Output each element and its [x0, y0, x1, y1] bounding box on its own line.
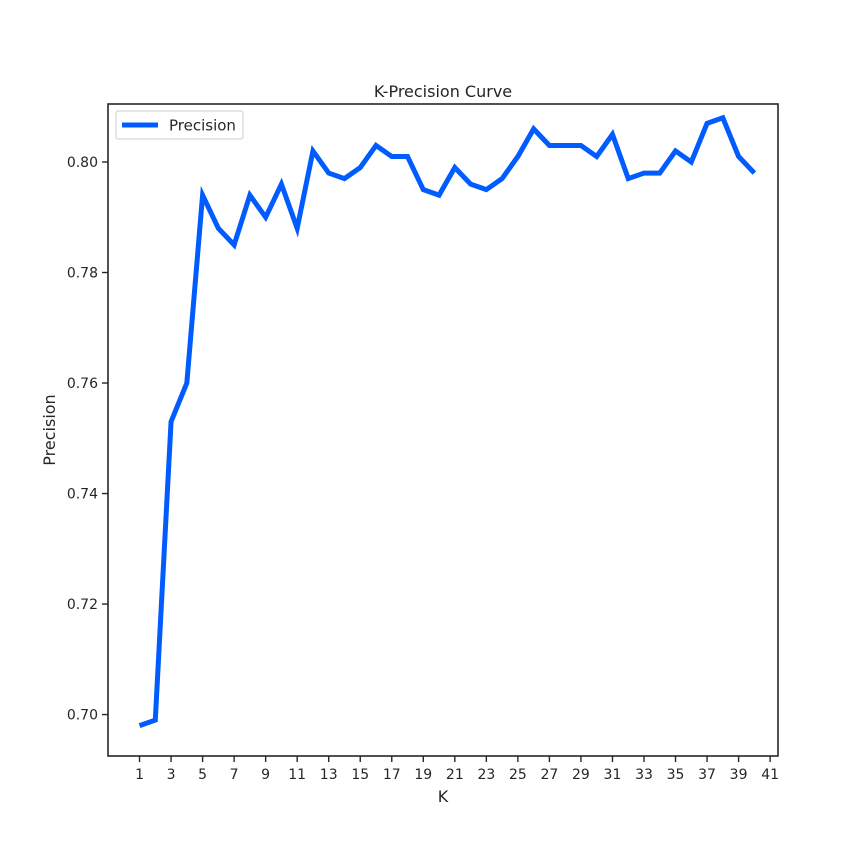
- y-tick-label: 0.76: [67, 376, 98, 392]
- x-tick-label: 9: [261, 767, 270, 783]
- y-tick-label: 0.70: [67, 708, 98, 724]
- x-tick-label: 25: [509, 767, 527, 783]
- axes-frame: [107, 103, 779, 757]
- x-tick-label: 11: [288, 767, 306, 783]
- y-tick-label: 0.78: [67, 266, 98, 282]
- x-tick-label: 21: [446, 767, 464, 783]
- legend-box: [115, 110, 244, 140]
- x-tick-label: 7: [230, 767, 239, 783]
- x-axis-label: K: [438, 787, 449, 806]
- x-tick-label: 3: [167, 767, 176, 783]
- x-tick-label: 23: [477, 767, 495, 783]
- x-tick-label: 13: [320, 767, 338, 783]
- series-line-precision: [138, 114, 757, 728]
- x-tick-label: 19: [414, 767, 432, 783]
- y-tick-label: 0.80: [67, 155, 98, 171]
- x-axis-ticks: 1 3 5 7 9 11 13 15 17 19 21 23 25 27 29 31 33 35 37 39 41: [135, 756, 779, 783]
- series-layer: [138, 114, 757, 728]
- plot-area: 1 3 5 7 9 11 13 15 17 19 21 23 25 27 29 31 33 35 37 39 41 0.…: [67, 103, 779, 783]
- x-tick-label: 15: [351, 767, 369, 783]
- legend: Precision: [115, 110, 244, 140]
- y-tick-label: 0.72: [67, 597, 98, 613]
- x-tick-label: 5: [198, 767, 207, 783]
- x-tick-label: 41: [761, 767, 779, 783]
- x-tick-label: 27: [540, 767, 558, 783]
- chart-title: K-Precision Curve: [374, 82, 512, 101]
- x-tick-label: 33: [635, 767, 653, 783]
- x-tick-label: 31: [604, 767, 622, 783]
- x-tick-label: 17: [383, 767, 401, 783]
- x-tick-label: 29: [572, 767, 590, 783]
- x-tick-label: 35: [667, 767, 685, 783]
- y-axis-ticks: 0.70 0.72 0.74 0.76 0.78 0.80: [67, 155, 108, 724]
- x-tick-label: 39: [730, 767, 748, 783]
- y-axis-label: Precision: [40, 394, 59, 465]
- y-tick-label: 0.74: [67, 487, 98, 503]
- legend-label-precision: Precision: [169, 117, 236, 135]
- x-tick-label: 1: [135, 767, 144, 783]
- x-tick-label: 37: [698, 767, 716, 783]
